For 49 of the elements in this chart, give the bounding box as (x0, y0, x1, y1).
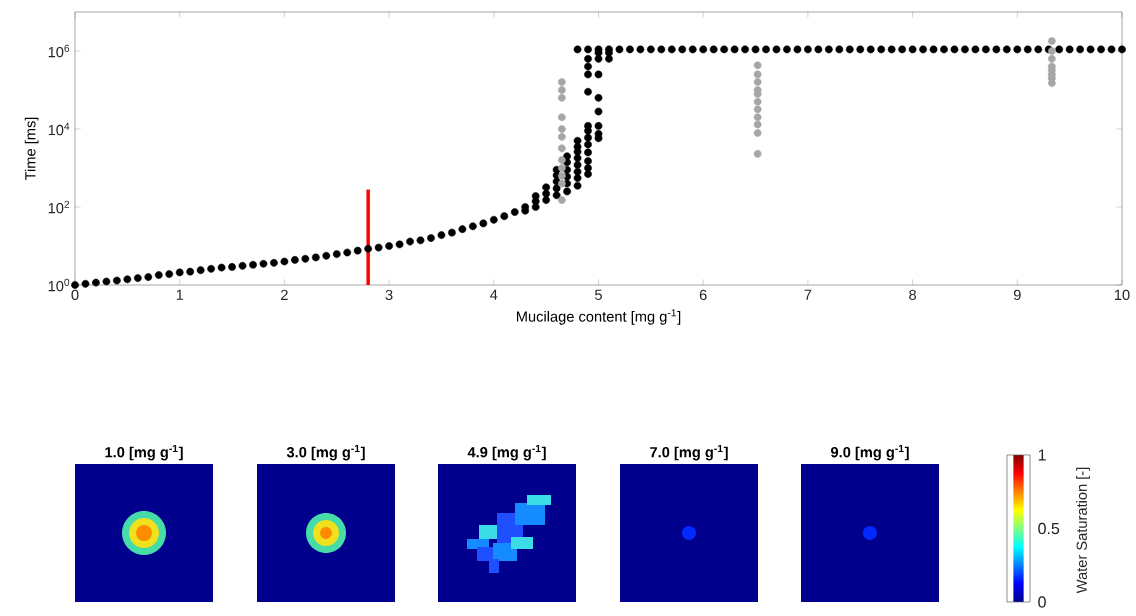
point (1047, 37, 1056, 45)
text: 4.9 [mg g$^{-1}$] (467, 444, 546, 461)
x-tick-label: 8 (909, 289, 917, 301)
y-tick-label: 10$^{6}$ (48, 44, 70, 58)
point (557, 86, 566, 94)
point (753, 150, 762, 158)
y-tick-label: 10$^{2}$ (48, 200, 70, 214)
point (557, 93, 566, 102)
text: 1 (1038, 449, 1046, 461)
point (753, 70, 762, 79)
point (753, 120, 762, 129)
point (753, 61, 762, 70)
text: 0 (1038, 596, 1046, 608)
point (557, 144, 566, 153)
y-axis-title: Time [ms] (24, 117, 39, 181)
text: 9.0 [mg g$^{-1}$] (830, 444, 909, 461)
x-tick-label: 3 (385, 289, 393, 301)
point (753, 129, 762, 137)
point (753, 113, 762, 122)
x-tick-label: 5 (595, 289, 602, 300)
point (557, 164, 566, 172)
point (557, 156, 566, 164)
point (557, 78, 566, 86)
point (753, 97, 762, 106)
x-tick-label: 2 (281, 289, 288, 300)
point (1047, 54, 1056, 63)
text: 1.0 [mg g$^{-1}$] (105, 444, 183, 461)
point (557, 125, 566, 133)
x-tick-label: 4 (490, 289, 498, 300)
point (557, 113, 566, 122)
x-tick-label: 9 (1013, 289, 1021, 301)
x-tick-label: 0 (71, 289, 79, 301)
x-axis-title: Mucilage content [mg g$^{-1}$] (516, 309, 681, 325)
x-tick-label: 10 (1114, 289, 1130, 301)
point (557, 171, 566, 180)
point (753, 105, 762, 114)
text: 0.5 (1038, 522, 1060, 535)
text: 7.0 [mg g$^{-1}$] (650, 444, 728, 461)
point (753, 78, 762, 86)
x-tick-label: 6 (699, 289, 707, 301)
x-tick-label: 7 (804, 289, 812, 300)
text: 3.0 [mg g$^{-1}$] (286, 444, 365, 461)
point (557, 196, 566, 204)
point (557, 132, 566, 141)
y-tick-label: 10$^{0}$ (48, 278, 70, 292)
color-bar-title: Water Saturation [-] (1076, 467, 1090, 594)
y-tick-label: 10$^{4}$ (48, 122, 70, 136)
point (557, 179, 566, 188)
x-tick-label: 1 (176, 289, 184, 300)
